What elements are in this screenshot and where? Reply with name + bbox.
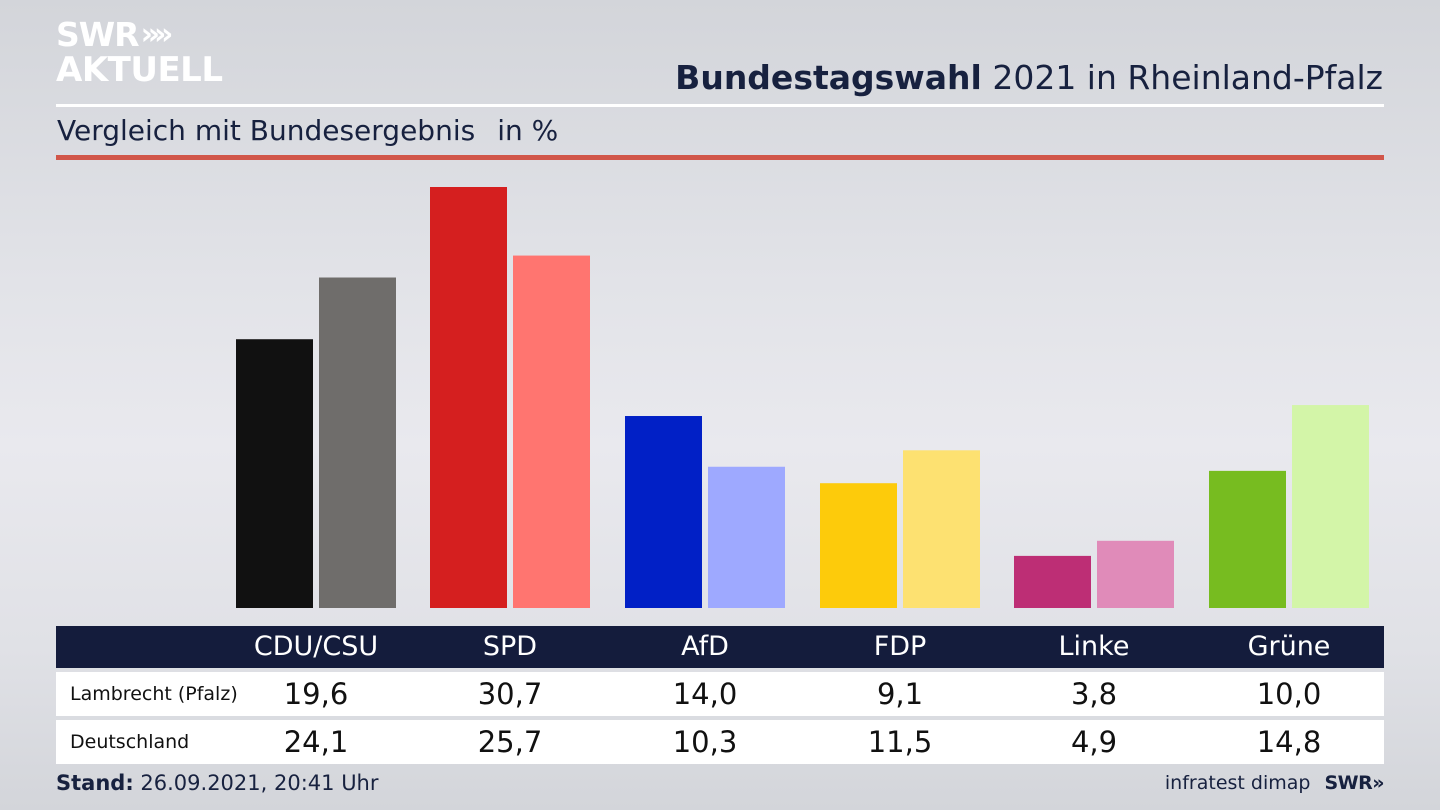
bar-grüne-federal [1292, 405, 1369, 608]
bar-fdp-local [820, 483, 897, 608]
logo-swr-text: SWR [56, 15, 140, 54]
subtitle-divider [56, 155, 1384, 160]
bar-linke-local [1014, 555, 1091, 608]
value-cell: 14,0 [672, 677, 738, 711]
stand-label: Stand: [56, 771, 134, 795]
subtitle-text: Vergleich mit Bundesergebnis [57, 114, 476, 147]
bar-afd-local [625, 416, 702, 608]
results-table: CDU/CSU SPD AfD FDP Linke Grüne Lambrecht (Pf… [56, 626, 1384, 764]
chart-subtitle: Vergleich mit Bundesergebnis in % [57, 114, 558, 147]
bar-spd-local [430, 187, 507, 608]
value-cell: 11,5 [867, 725, 933, 759]
title-divider [56, 104, 1384, 107]
column-header: SPD [482, 631, 538, 662]
swr-aktuell-logo: SWR » » AKTUELL [56, 17, 223, 90]
value-cell: 19,6 [283, 677, 349, 711]
timestamp: Stand: 26.09.2021, 20:41 Uhr [56, 771, 379, 795]
chart-title-bold: Bundestagswahl [675, 58, 982, 97]
bar-cdu-csu-federal [319, 277, 396, 608]
chart-title-rest: 2021 in Rheinland-Pfalz [992, 58, 1383, 97]
logo-swr: SWR » » [56, 17, 223, 53]
column-header: AfD [681, 631, 729, 662]
stand-value: 26.09.2021, 20:41 Uhr [140, 771, 379, 795]
unit-label: in % [497, 114, 559, 147]
table-row: Deutschland 24,1 25,7 10,3 11,5 4,9 14,8 [56, 720, 1384, 764]
value-cell: 10,3 [672, 725, 738, 759]
chart-title: Bundestagswahl 2021 in Rheinland-Pfalz [675, 58, 1383, 97]
bar-fdp-federal [903, 450, 980, 608]
bar-afd-federal [708, 466, 785, 608]
value-cell: 10,0 [1256, 677, 1322, 711]
column-header: Linke [1058, 631, 1130, 662]
value-cell: 9,1 [876, 677, 924, 711]
value-cell: 24,1 [283, 725, 349, 759]
bar-spd-federal [513, 255, 590, 608]
column-header: Grüne [1247, 631, 1331, 662]
column-header: FDP [873, 631, 927, 662]
row-label: Lambrecht (Pfalz) [70, 683, 238, 705]
swr-small-logo: SWR» [1324, 772, 1384, 794]
value-cell: 3,8 [1070, 677, 1118, 711]
source-label: infratest dimap [1164, 772, 1311, 794]
bar-cdu-csu-local [236, 339, 313, 608]
value-cell: 30,7 [477, 677, 543, 711]
table-row: Lambrecht (Pfalz) 19,6 30,7 14,0 9,1 3,8 10,0 [56, 672, 1384, 716]
bar-linke-federal [1097, 540, 1174, 608]
value-cell: 25,7 [477, 725, 543, 759]
logo-aktuell-text: AKTUELL [56, 50, 223, 90]
row-label: Deutschland [70, 731, 190, 753]
value-cell: 4,9 [1070, 725, 1118, 759]
source-credit: infratest dimap SWR» [1164, 772, 1385, 794]
table-header: CDU/CSU SPD AfD FDP Linke Grüne [56, 626, 1384, 668]
value-cell: 14,8 [1256, 725, 1322, 759]
bar-grüne-local [1209, 470, 1286, 608]
column-header: CDU/CSU [253, 631, 379, 662]
